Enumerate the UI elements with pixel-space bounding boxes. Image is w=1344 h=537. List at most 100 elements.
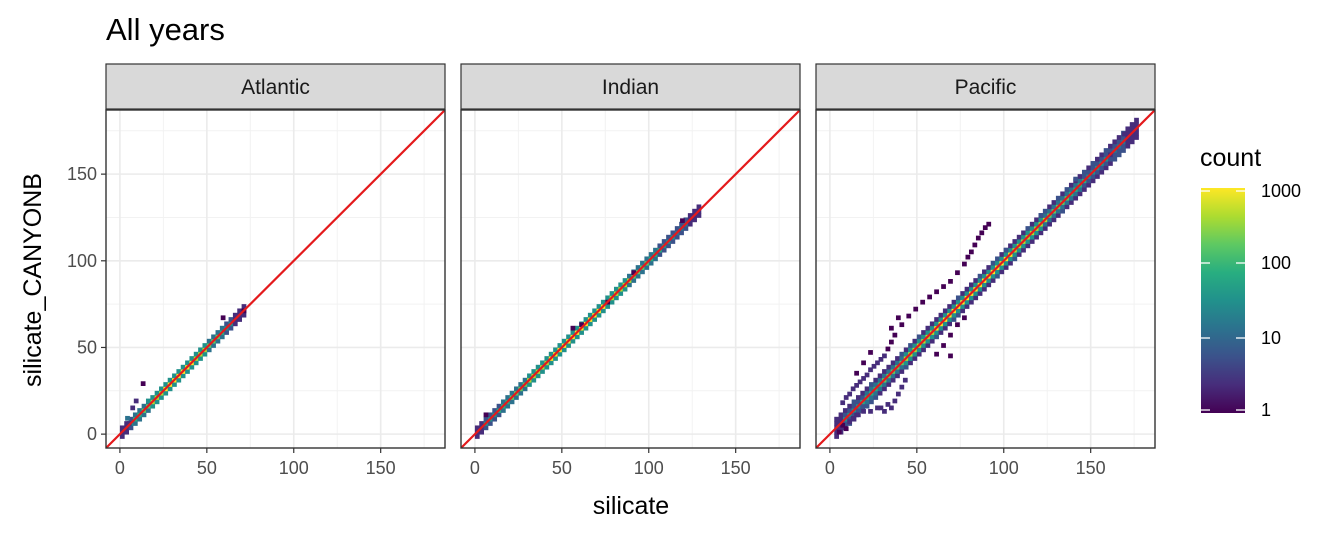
heatmap-cell [960, 308, 965, 313]
x-tick-label: 100 [634, 458, 664, 478]
heatmap-cell [1004, 265, 1009, 270]
heatmap-cell [1052, 200, 1057, 205]
heatmap-cell [1021, 248, 1026, 253]
heatmap-cell [982, 287, 987, 292]
heatmap-cell [960, 291, 965, 296]
y-axis-ticks: 050100150 [67, 164, 106, 444]
heatmap-cell [484, 412, 489, 417]
heatmap-cell [882, 369, 887, 374]
heatmap-cell [1034, 217, 1039, 222]
heatmap-cell [1056, 196, 1061, 201]
heatmap-cell [1082, 170, 1087, 175]
heatmap-cell [1099, 152, 1104, 157]
chart-title: All years [106, 12, 225, 47]
heatmap-cell [934, 334, 939, 339]
heatmap-cell [571, 326, 576, 331]
heatmap-cell [962, 315, 967, 320]
heatmap-cell [1069, 200, 1074, 205]
heatmap-cell [886, 347, 891, 352]
heatmap-cell [843, 408, 848, 413]
heatmap-cell [1134, 135, 1139, 140]
legend-break-label: 1 [1261, 400, 1271, 420]
heatmap-cell [680, 218, 685, 223]
heatmap-cell [979, 230, 984, 235]
heatmap-cell [1104, 165, 1109, 170]
heatmap-cell [886, 402, 891, 407]
heatmap-cell [986, 282, 991, 287]
heatmap-cell [868, 367, 873, 372]
heatmap-cell [1130, 139, 1135, 144]
y-axis-title: silicate_CANYONB [19, 173, 47, 387]
heatmap-cell [991, 278, 996, 283]
heatmap-cell [927, 295, 932, 300]
heatmap-cell [1047, 204, 1052, 209]
heatmap-cell [856, 395, 861, 400]
heatmap-cell [1108, 161, 1113, 166]
heatmap-cell [986, 265, 991, 270]
heatmap-cell [869, 399, 874, 404]
heatmap-cell [130, 406, 135, 411]
heatmap-cell [976, 236, 981, 241]
heatmap-cell [973, 295, 978, 300]
heatmap-cell [1134, 118, 1139, 123]
legend-break-label: 100 [1261, 253, 1291, 273]
x-tick-label: 100 [279, 458, 309, 478]
heatmap-cell [972, 243, 977, 248]
heatmap-cell [999, 252, 1004, 257]
x-tick-label: 50 [907, 458, 927, 478]
heatmap-cell [962, 262, 967, 267]
heatmap-cell [1004, 248, 1009, 253]
heatmap-cell [1043, 226, 1048, 231]
heatmap-cell [965, 304, 970, 309]
heatmap-cell [1047, 222, 1052, 227]
heatmap-cell [1117, 135, 1122, 140]
heatmap-cell [834, 417, 839, 422]
heatmap-cell [844, 395, 849, 400]
heatmap-cell [1039, 230, 1044, 235]
heatmap-cell [1091, 178, 1096, 183]
heatmap-cell [1060, 209, 1065, 214]
heatmap-cell [934, 317, 939, 322]
heatmap-cell [978, 291, 983, 296]
heatmap-cell [934, 352, 939, 357]
y-tick-label: 50 [77, 337, 97, 357]
heatmap-cell [221, 315, 226, 320]
heatmap-cell [966, 255, 971, 260]
heatmap-cell [878, 391, 883, 396]
heatmap-cell [941, 343, 946, 348]
heatmap-cell [912, 356, 917, 361]
heatmap-cell [1117, 152, 1122, 157]
facet-atlantic: Atlantic0 50 100 150 [106, 64, 445, 478]
heatmap-cell [899, 352, 904, 357]
heatmap-cell [886, 365, 891, 370]
y-tick-label: 100 [67, 251, 97, 271]
heatmap-cell [1108, 144, 1113, 149]
heatmap-cell [908, 343, 913, 348]
heatmap-cell [947, 321, 952, 326]
heatmap-cell [1091, 161, 1096, 166]
heatmap-cell [934, 289, 939, 294]
heatmap-cell [952, 300, 957, 305]
heatmap-cell [899, 385, 904, 390]
heatmap-cell [886, 382, 891, 387]
heatmap-cell [1099, 170, 1104, 175]
heatmap-cell [889, 326, 894, 331]
heatmap-cell [891, 360, 896, 365]
heatmap-cell [1030, 222, 1035, 227]
heatmap-cell [995, 274, 1000, 279]
heatmap-cell [861, 360, 866, 365]
heatmap-cell [926, 326, 931, 331]
heatmap-cell [847, 404, 852, 409]
heatmap-cell [1030, 239, 1035, 244]
heatmap-cell [134, 399, 139, 404]
heatmap-cell [851, 386, 856, 391]
x-tick-label: 150 [366, 458, 396, 478]
heatmap-cell [904, 365, 909, 370]
heatmap-cell [892, 399, 897, 404]
heatmap-cell [943, 326, 948, 331]
heatmap-cell [1078, 191, 1083, 196]
heatmap-cell [1073, 196, 1078, 201]
heatmap-cell [878, 373, 883, 378]
heatmap-cell [1017, 252, 1022, 257]
heatmap-cell [1065, 187, 1070, 192]
